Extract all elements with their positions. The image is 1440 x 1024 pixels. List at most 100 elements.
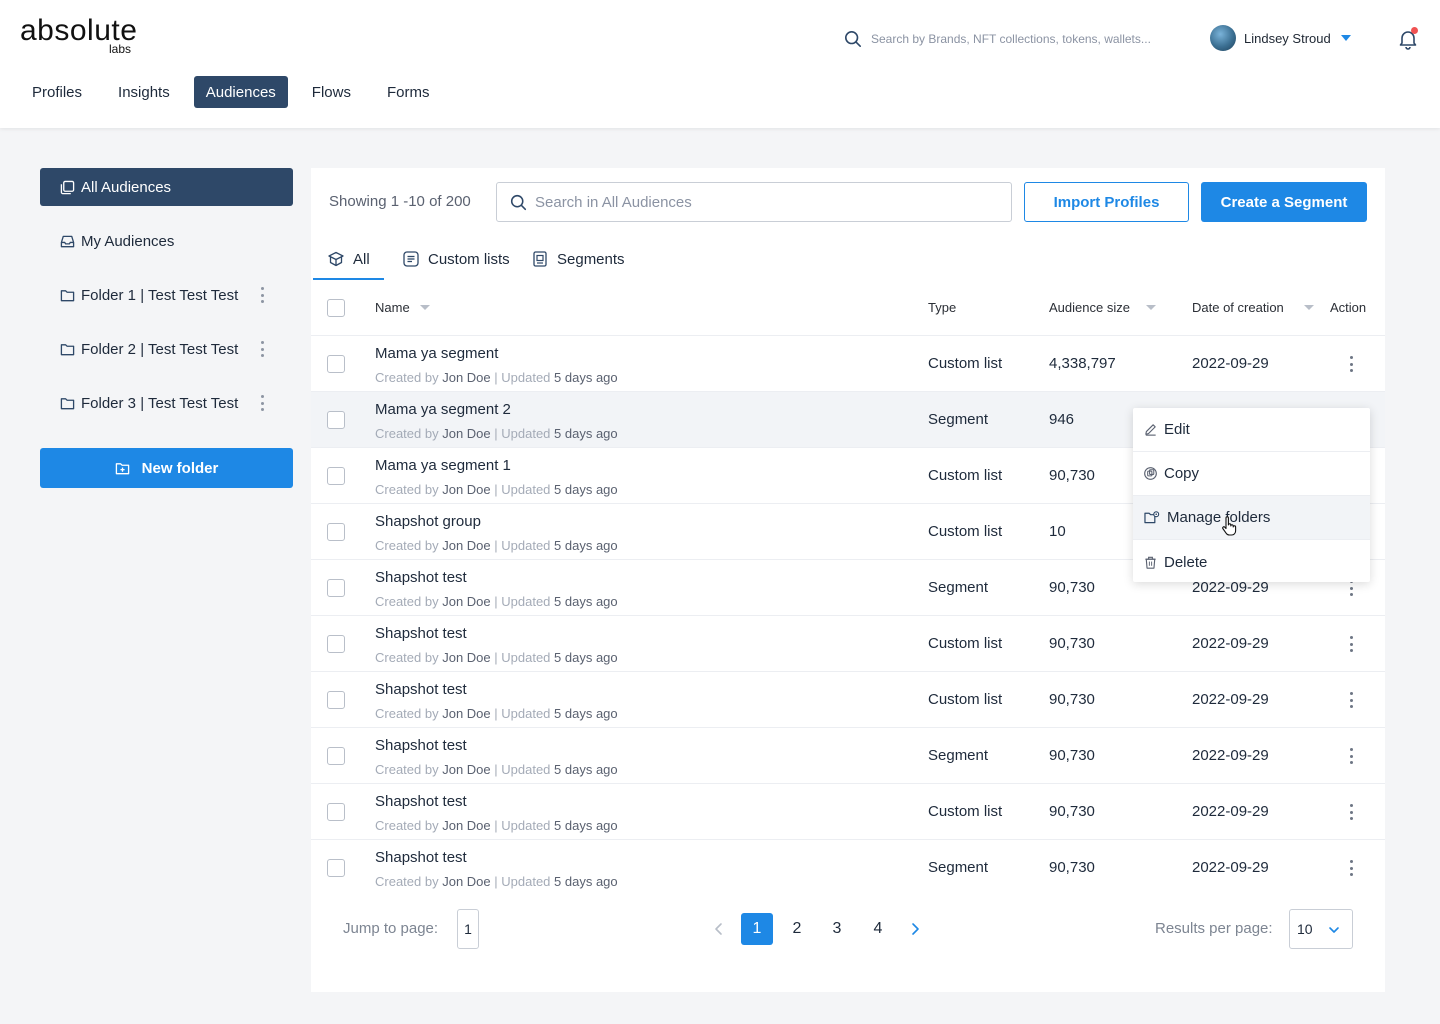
audience-name[interactable]: Mama ya segment 1 — [375, 457, 511, 474]
row-checkbox[interactable] — [327, 467, 345, 485]
page-button-3[interactable]: 3 — [832, 920, 842, 937]
chevron-left-icon[interactable] — [711, 921, 727, 937]
import-profiles-button[interactable]: Import Profiles — [1024, 182, 1189, 222]
row-checkbox[interactable] — [327, 859, 345, 877]
sidebar-item-my-audiences[interactable]: My Audiences — [40, 222, 293, 260]
sort-icon[interactable] — [1303, 305, 1314, 310]
tab-custom-lists[interactable]: Custom lists — [402, 238, 510, 280]
row-checkbox[interactable] — [327, 747, 345, 765]
nav-tab-profiles[interactable]: Profiles — [32, 83, 83, 101]
audience-name[interactable]: Shapshot test — [375, 625, 467, 642]
meta-author: Jon Doe — [442, 706, 491, 721]
row-actions-icon[interactable] — [1347, 804, 1355, 820]
sidebar-item-all-audiences[interactable]: All Audiences — [40, 168, 293, 206]
audience-date: 2022-09-29 — [1192, 691, 1269, 708]
audience-meta: Created by Jon Doe | Updated 5 days ago — [375, 874, 618, 889]
menu-item-copy[interactable]: Copy — [1133, 452, 1370, 496]
jump-to-page-input[interactable]: 1 — [457, 909, 479, 949]
row-actions-icon[interactable] — [1347, 356, 1355, 372]
audience-name[interactable]: Shapshot test — [375, 737, 467, 754]
user-menu[interactable]: Lindsey Stroud — [1210, 25, 1351, 51]
notification-badge — [1411, 27, 1418, 34]
sidebar-item-folder-1[interactable]: Folder 1 | Test Test Test — [40, 276, 293, 314]
app-logo[interactable]: absolute labs — [20, 14, 137, 56]
audience-meta: Created by Jon Doe | Updated 5 days ago — [375, 594, 618, 609]
page-button-1[interactable]: 1 — [741, 913, 773, 945]
table-row[interactable]: Shapshot group Created by Jon Doe | Upda… — [311, 503, 1385, 559]
notifications-button[interactable] — [1397, 27, 1419, 50]
row-actions-icon[interactable] — [1347, 636, 1355, 652]
column-header-type: Type — [928, 300, 956, 315]
folder-options-icon[interactable] — [258, 395, 266, 411]
row-actions-icon[interactable] — [1347, 748, 1355, 764]
row-checkbox[interactable] — [327, 411, 345, 429]
row-checkbox[interactable] — [327, 579, 345, 597]
table-row[interactable]: Shapshot test Created by Jon Doe | Updat… — [311, 727, 1385, 783]
audience-name[interactable]: Mama ya segment — [375, 345, 499, 362]
bell-icon — [1399, 31, 1417, 50]
avatar[interactable] — [1210, 25, 1236, 51]
meta-updated: 5 days ago — [554, 818, 618, 833]
tab-label: Segments — [557, 250, 625, 268]
meta-updated-label: | Updated — [494, 594, 551, 609]
chevron-right-icon[interactable] — [907, 921, 923, 937]
row-actions-icon[interactable] — [1347, 692, 1355, 708]
row-actions-icon[interactable] — [1347, 860, 1355, 876]
audience-name[interactable]: Shapshot group — [375, 513, 481, 530]
nav-tab-audiences[interactable]: Audiences — [193, 76, 288, 108]
create-segment-button[interactable]: Create a Segment — [1201, 182, 1367, 222]
meta-updated: 5 days ago — [554, 762, 618, 777]
row-checkbox[interactable] — [327, 691, 345, 709]
results-per-page-select[interactable]: 10 — [1289, 909, 1353, 949]
column-header-date[interactable]: Date of creation — [1192, 300, 1314, 315]
row-checkbox[interactable] — [327, 523, 345, 541]
page-button-2[interactable]: 2 — [792, 920, 802, 937]
search-icon — [844, 30, 862, 48]
table-row[interactable]: Shapshot test Created by Jon Doe | Updat… — [311, 839, 1385, 895]
nav-tab-flows[interactable]: Flows — [311, 83, 351, 101]
audience-name[interactable]: Shapshot test — [375, 849, 467, 866]
audience-search[interactable] — [496, 182, 1012, 222]
sidebar-item-folder-2[interactable]: Folder 2 | Test Test Test — [40, 330, 293, 368]
global-search[interactable] — [844, 28, 1184, 50]
new-folder-button[interactable]: New folder — [40, 448, 293, 488]
menu-item-edit[interactable]: Edit — [1133, 408, 1370, 452]
trash-icon — [1145, 556, 1156, 569]
audience-name[interactable]: Shapshot test — [375, 681, 467, 698]
menu-item-manage-folders[interactable]: Manage folders — [1133, 496, 1370, 540]
table-row[interactable]: Mama ya segment Created by Jon Doe | Upd… — [311, 335, 1385, 391]
tab-all[interactable]: All — [313, 238, 384, 280]
table-row[interactable]: Shapshot test Created by Jon Doe | Updat… — [311, 559, 1385, 615]
sidebar-item-label: My Audiences — [81, 232, 175, 250]
global-search-input[interactable] — [871, 32, 1181, 46]
table-row[interactable]: Shapshot test Created by Jon Doe | Updat… — [311, 783, 1385, 839]
audience-date: 2022-09-29 — [1192, 803, 1269, 820]
menu-item-delete[interactable]: Delete — [1133, 540, 1370, 584]
column-header-size[interactable]: Audience size — [1049, 300, 1156, 315]
nav-tab-insights[interactable]: Insights — [118, 83, 170, 101]
sort-icon[interactable] — [1145, 305, 1156, 310]
audience-search-input[interactable] — [535, 193, 975, 211]
audience-name[interactable]: Shapshot test — [375, 569, 467, 586]
page-button-4[interactable]: 4 — [873, 920, 883, 937]
chevron-down-icon[interactable] — [1340, 35, 1351, 41]
sidebar-item-label: All Audiences — [81, 178, 172, 196]
row-checkbox[interactable] — [327, 355, 345, 373]
table-row[interactable]: Mama ya segment 1 Created by Jon Doe | U… — [311, 447, 1385, 503]
table-row[interactable]: Shapshot test Created by Jon Doe | Updat… — [311, 671, 1385, 727]
sidebar-item-folder-3[interactable]: Folder 3 | Test Test Test — [40, 384, 293, 422]
folder-options-icon[interactable] — [258, 287, 266, 303]
sidebar-item-label: Folder 2 | Test Test Test — [81, 340, 239, 358]
row-checkbox[interactable] — [327, 803, 345, 821]
select-all-checkbox[interactable] — [327, 299, 345, 317]
sort-icon[interactable] — [419, 305, 430, 310]
folder-options-icon[interactable] — [258, 341, 266, 357]
nav-tab-forms[interactable]: Forms — [386, 83, 430, 101]
row-checkbox[interactable] — [327, 635, 345, 653]
audience-name[interactable]: Shapshot test — [375, 793, 467, 810]
column-header-name[interactable]: Name — [375, 300, 430, 315]
sidebar-item-label: Folder 3 | Test Test Test — [81, 394, 239, 412]
tab-segments[interactable]: Segments — [531, 238, 625, 280]
table-row[interactable]: Shapshot test Created by Jon Doe | Updat… — [311, 615, 1385, 671]
audience-name[interactable]: Mama ya segment 2 — [375, 401, 511, 418]
